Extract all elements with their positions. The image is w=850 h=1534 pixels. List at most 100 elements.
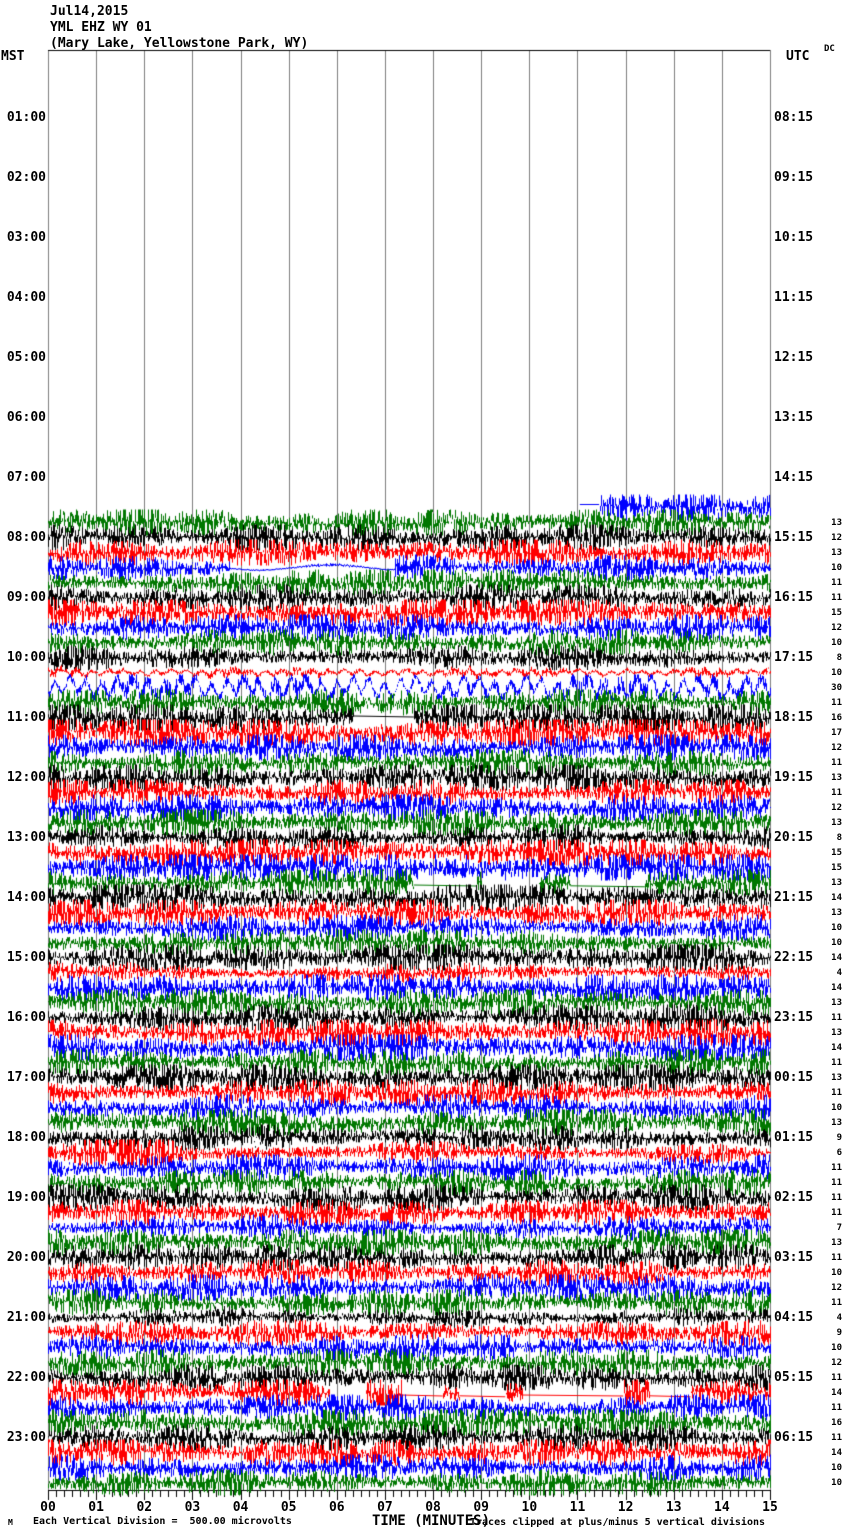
amplitude-value: 15 [831,607,842,618]
amplitude-value: 14 [831,1042,842,1053]
minute-label: 15 [762,1500,778,1515]
header-date: Jul14,2015 [50,4,129,19]
mst-time-label: 13:00 [6,829,46,845]
utc-time-label: 08:15 [774,109,814,125]
utc-time-label: 02:15 [774,1189,814,1205]
amplitude-value: 11 [831,1057,842,1068]
mst-time-label: 06:00 [6,409,46,425]
amplitude-value: 13 [831,1027,842,1038]
utc-time-label: 16:15 [774,589,814,605]
amplitude-value: 14 [831,952,842,963]
amplitude-value: 7 [836,1222,842,1233]
utc-time-label: 13:15 [774,409,814,425]
amplitude-value: 11 [831,1402,842,1413]
minute-label: 05 [280,1500,297,1515]
amplitude-value: 15 [831,862,842,873]
mst-time-label: 23:00 [6,1429,46,1445]
utc-time-label: 06:15 [774,1429,814,1445]
amplitude-value: 16 [831,712,842,723]
utc-time-label: 18:15 [774,709,814,725]
utc-time-label: 15:15 [774,529,814,545]
header-station: YML EHZ WY 01 [50,20,152,35]
minute-label: 02 [136,1500,153,1515]
amplitude-value: 11 [831,1087,842,1098]
amplitude-value: 8 [836,832,842,843]
utc-time-label: 17:15 [774,649,814,665]
minute-label: 04 [232,1500,249,1515]
header-location: (Mary Lake, Yellowstone Park, WY) [50,36,309,51]
mst-time-label: 02:00 [6,169,46,185]
minute-label: 01 [88,1500,104,1515]
utc-time-label: 03:15 [774,1249,814,1265]
amplitude-value: 10 [831,562,842,573]
amplitude-value: 12 [831,802,842,813]
amplitude-value: 13 [831,547,842,558]
amplitude-value: 13 [831,997,842,1008]
amplitude-value: 13 [831,517,842,528]
amplitude-value: 12 [831,1357,842,1368]
amplitude-value: 10 [831,667,842,678]
amplitude-value: 14 [831,1387,842,1398]
amplitude-value: 10 [831,637,842,648]
tz-label-mst: MST [1,49,25,64]
mst-time-label: 15:00 [6,949,46,965]
utc-time-label: 23:15 [774,1009,814,1025]
mst-time-label: 14:00 [6,889,46,905]
minute-label: 12 [617,1500,634,1515]
amplitude-value: 11 [831,1192,842,1203]
amplitude-value: 11 [831,787,842,798]
utc-time-label: 22:15 [774,949,814,965]
minute-label: 07 [377,1500,393,1515]
amplitude-value: 11 [831,1252,842,1263]
mst-time-label: 04:00 [6,289,46,305]
amplitude-value: 11 [831,697,842,708]
mst-time-label: 18:00 [6,1129,46,1145]
mst-time-label: 17:00 [6,1069,46,1085]
utc-time-label: 19:15 [774,769,814,785]
amplitude-value: 4 [836,967,842,978]
amplitude-value: 12 [831,1282,842,1293]
minute-label: 09 [473,1500,490,1515]
amplitude-value: 11 [831,592,842,603]
utc-time-label: 04:15 [774,1309,814,1325]
amplitude-value: 13 [831,877,842,888]
mst-time-label: 07:00 [6,469,46,485]
amplitude-value: 15 [831,847,842,858]
amplitude-value: 11 [831,1372,842,1383]
amplitude-value: 14 [831,892,842,903]
minute-label: 11 [569,1500,586,1515]
amplitude-value: 9 [836,1327,842,1338]
amplitude-value: 10 [831,1342,842,1353]
amplitude-value: 12 [831,622,842,633]
amplitude-value: 10 [831,1102,842,1113]
utc-time-label: 11:15 [774,289,814,305]
amplitude-value: 13 [831,817,842,828]
utc-time-label: 21:15 [774,889,814,905]
scale-note: Each Vertical Division = 500.00 microvol… [33,1516,292,1527]
mst-time-label: 22:00 [6,1369,46,1385]
mst-time-label: 10:00 [6,649,46,665]
utc-time-label: 05:15 [774,1369,814,1385]
minute-label: 00 [40,1500,56,1515]
amplitude-value: 13 [831,772,842,783]
amplitude-value: 30 [831,682,842,693]
utc-time-label: 01:15 [774,1129,814,1145]
amplitude-value: 13 [831,1117,842,1128]
minute-label: 08 [425,1500,441,1515]
amplitude-value: 10 [831,1462,842,1473]
utc-time-label: 00:15 [774,1069,814,1085]
clip-note: Traces clipped at plus/minus 5 vertical … [470,1517,766,1528]
mst-time-label: 01:00 [6,109,46,125]
tz-label-utc: UTC [786,49,810,64]
amplitude-value: 9 [836,1132,842,1143]
minute-label: 13 [665,1500,682,1515]
amplitude-value: 10 [831,922,842,933]
mst-time-label: 21:00 [6,1309,46,1325]
amplitude-value: 14 [831,982,842,993]
mst-time-label: 19:00 [6,1189,46,1205]
amplitude-value: 10 [831,937,842,948]
mst-time-label: 05:00 [6,349,46,365]
amplitude-value: 14 [831,1447,842,1458]
